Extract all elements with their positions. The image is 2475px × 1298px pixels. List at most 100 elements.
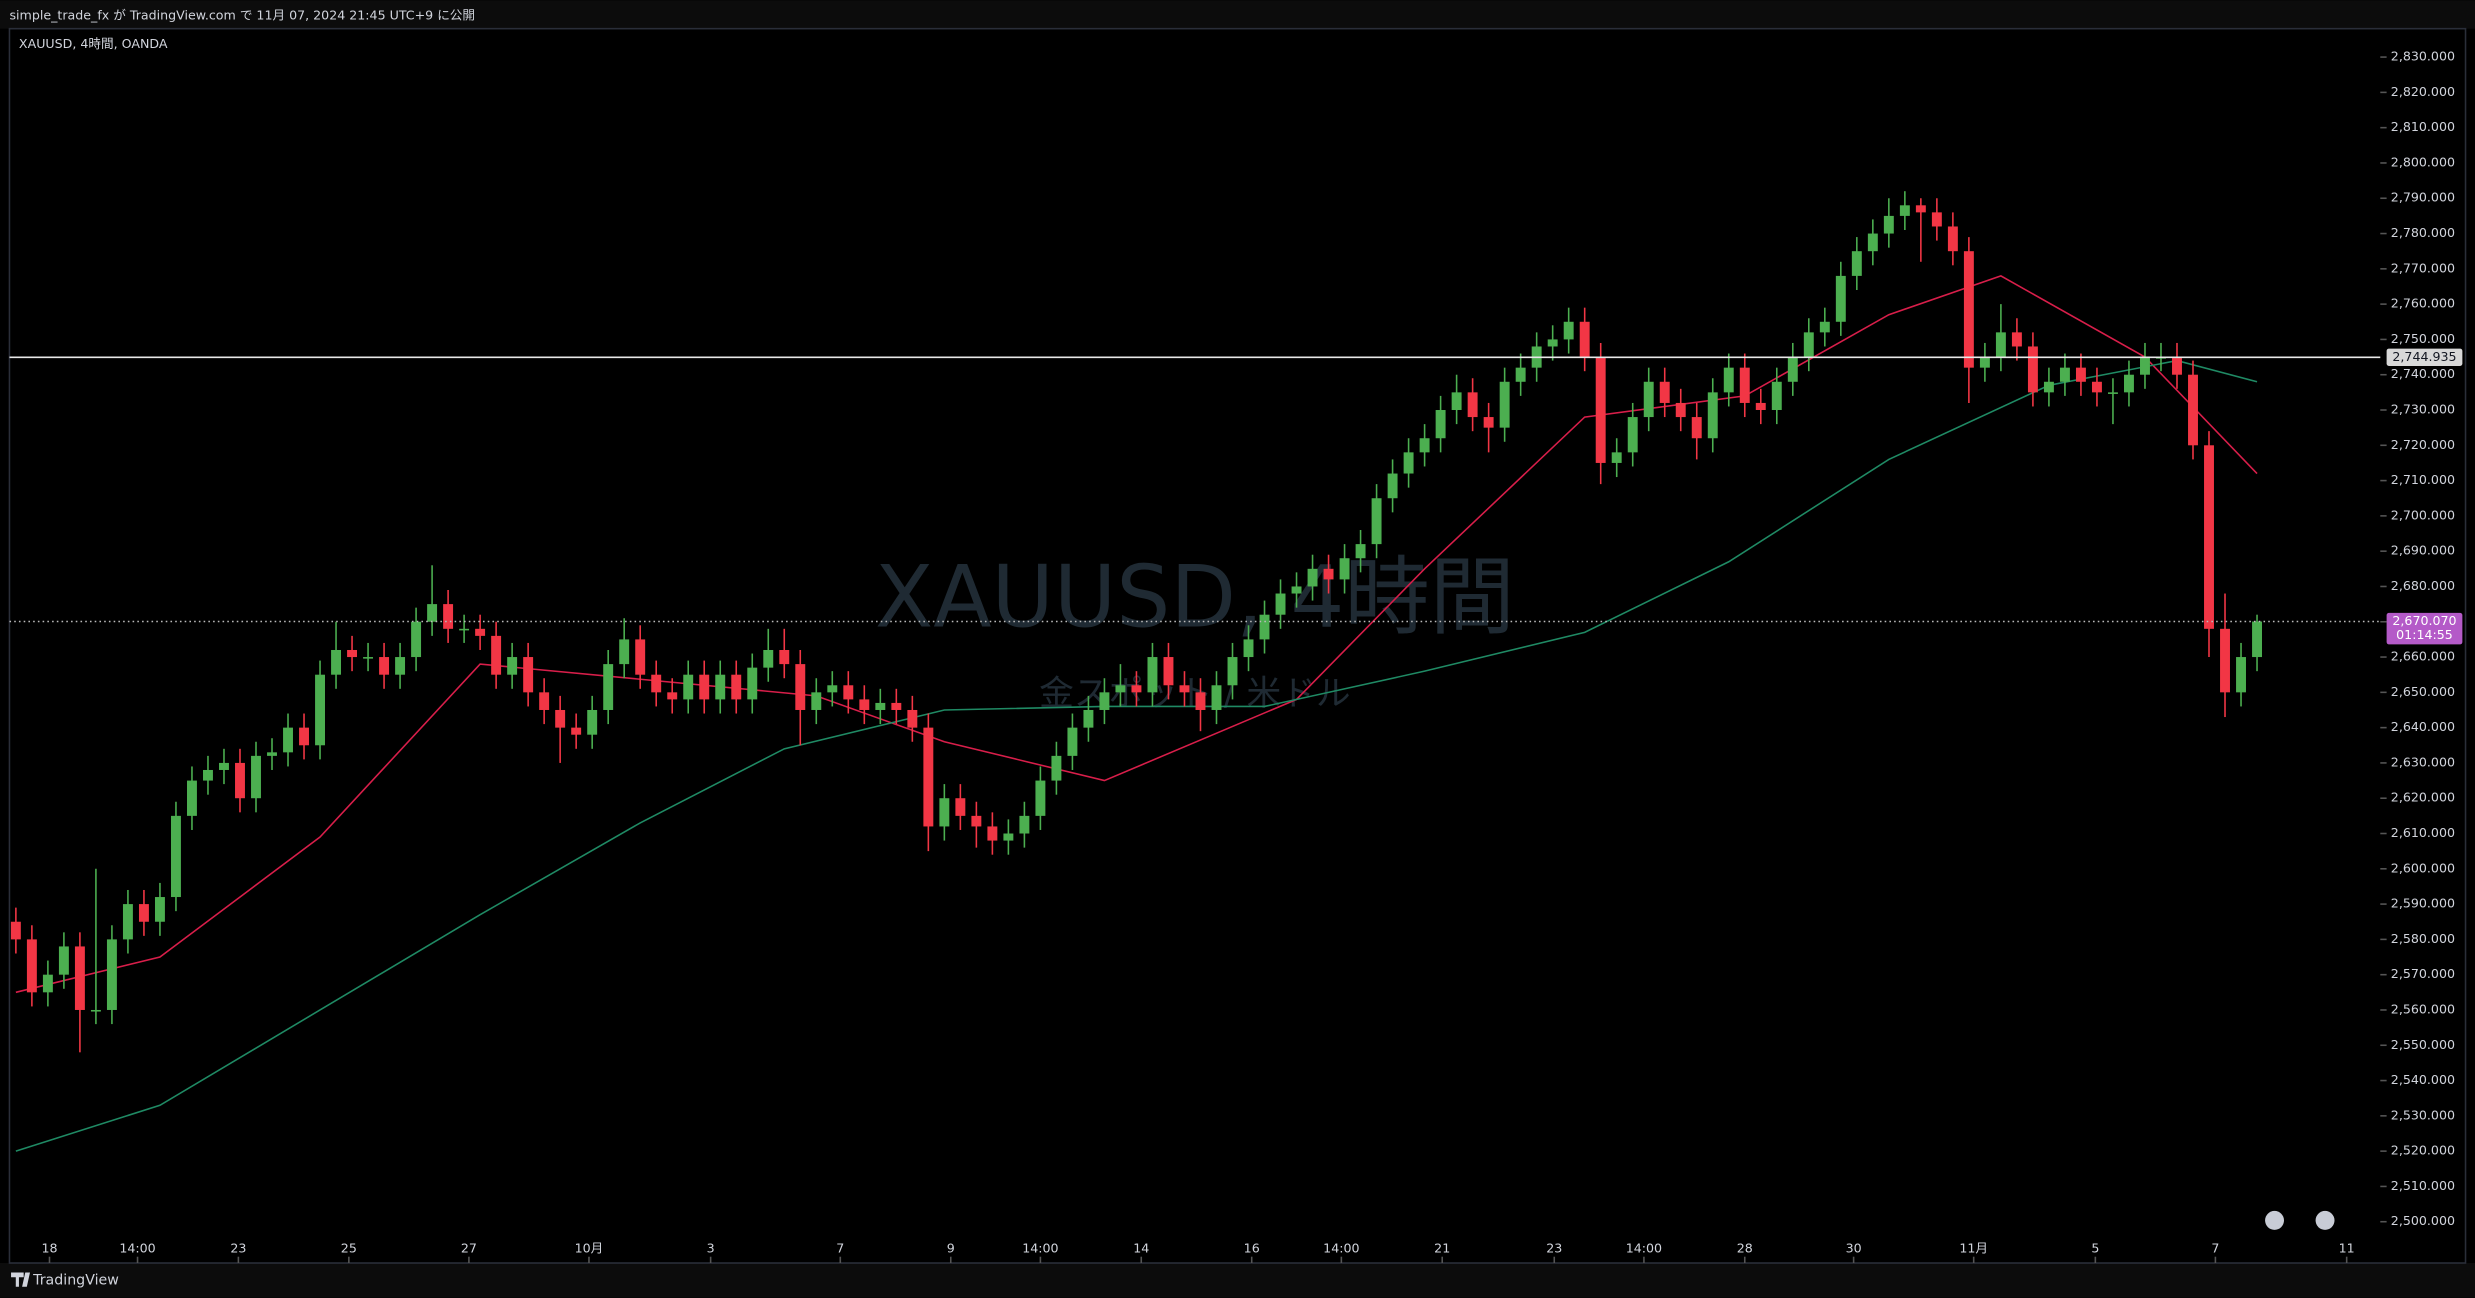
x-tick-label: 7 [836, 1240, 844, 1255]
candle-body [1211, 685, 1222, 710]
candle-body [106, 939, 117, 1010]
candle-body [891, 702, 902, 710]
y-tick-label: 2,620.000 [2391, 790, 2455, 805]
x-tick-label: 27 [461, 1240, 477, 1255]
candle-body [795, 664, 806, 710]
event-icon[interactable] [2265, 1210, 2285, 1230]
candle-body [154, 897, 165, 922]
candle-body [1467, 392, 1478, 418]
candle-body [347, 649, 358, 658]
candle-body [138, 904, 149, 922]
candle-body [443, 604, 454, 629]
y-tick-label: 2,760.000 [2391, 296, 2455, 311]
candle-body [683, 674, 694, 700]
chart-frame [8, 27, 2467, 1264]
candle-body [1083, 709, 1094, 728]
candle-body [1003, 833, 1014, 841]
x-tick-label: 7 [2211, 1240, 2219, 1255]
y-tick-label: 2,830.000 [2391, 49, 2455, 64]
candle-body [1643, 381, 1654, 418]
candle-body [507, 657, 518, 675]
candle-body [2252, 621, 2262, 658]
candle-body [1547, 339, 1558, 347]
plot: 2,500.000 2,510.000 2,520.000 2,530.000 2,54… [9, 49, 2463, 1264]
candle-body [875, 702, 886, 710]
candle-body [715, 674, 726, 700]
candle-body [779, 649, 790, 665]
y-tick-label: 2,590.000 [2391, 896, 2455, 911]
x-tick-label: 9 [947, 1240, 955, 1255]
candle-body [2124, 374, 2134, 393]
chart-title: XAUUSD, 4時間, OANDA [19, 36, 168, 51]
event-icon[interactable] [2315, 1210, 2335, 1230]
candle-body [1035, 780, 1046, 816]
candle-body [1659, 381, 1670, 403]
candle-body [843, 685, 854, 700]
candle-body [1339, 558, 1350, 580]
candle-body [1355, 544, 1366, 559]
candle-body [283, 727, 293, 753]
y-tick-label: 2,740.000 [2391, 366, 2455, 381]
x-tick-label: 28 [1737, 1240, 1753, 1255]
y-tick-label: 2,500.000 [2391, 1213, 2455, 1228]
candle-body [299, 727, 309, 746]
candle-body [1771, 381, 1782, 411]
x-tick-label: 23 [230, 1240, 246, 1255]
watermark-sub: 金スポット / 米ドル [1039, 674, 1351, 714]
y-tick-label: 2,640.000 [2391, 719, 2455, 734]
price-label-box [2386, 348, 2463, 366]
candle-body [1051, 755, 1062, 781]
x-tick-label: 11 [2339, 1240, 2355, 1255]
x-tick-label: 25 [341, 1240, 357, 1255]
candle-body [1611, 452, 1622, 463]
candle-body [1259, 614, 1270, 640]
candle-body [859, 699, 870, 710]
candle-body [2204, 445, 2214, 629]
candle-body [1307, 568, 1318, 587]
candle-body [1115, 685, 1126, 693]
y-tick-label: 2,820.000 [2391, 84, 2455, 99]
candle-body [1627, 417, 1638, 453]
candle-body [363, 657, 374, 659]
candle-body [42, 974, 53, 993]
y-tick-label: 2,730.000 [2391, 402, 2455, 417]
candle-body [1163, 657, 1174, 686]
candle-body [1179, 685, 1190, 693]
candle-body [1835, 275, 1846, 322]
candle-body [635, 639, 646, 675]
candle-body [1595, 357, 1606, 463]
candle-body [1131, 685, 1142, 693]
candle-body [555, 709, 566, 728]
candle-body [1803, 332, 1814, 358]
candle-body [1995, 332, 2006, 358]
candle-body [955, 798, 966, 816]
candle-body [26, 939, 37, 993]
candle-body [122, 904, 133, 940]
brand-logo [11, 1272, 30, 1287]
candle-body [459, 628, 470, 631]
candle-body [1755, 402, 1766, 411]
x-tick-label: 14 [1133, 1240, 1149, 1255]
candle-body [1883, 215, 1894, 234]
candle-body [571, 727, 582, 735]
x-tick-label: 14:00 [119, 1240, 155, 1255]
candle-body [1515, 367, 1526, 382]
x-tick-label: 11月 [1959, 1240, 1988, 1255]
candle-body [1931, 212, 1942, 227]
candle-body [2059, 367, 2070, 382]
footer-bar [0, 1263, 2475, 1298]
candle-body [1819, 321, 1830, 333]
candle-body [1563, 321, 1574, 340]
candle-body [219, 762, 229, 770]
x-tick-label: 23 [1546, 1240, 1562, 1255]
y-tick-label: 2,560.000 [2391, 1001, 2455, 1016]
y-tick-label: 2,710.000 [2391, 472, 2455, 487]
x-tick-label: 5 [2091, 1240, 2099, 1255]
candle-body [1723, 367, 1734, 393]
candle-body [699, 674, 710, 700]
candle-body [10, 921, 21, 940]
candle-body [2091, 381, 2102, 393]
candle-body [2236, 657, 2246, 693]
candle-body [1707, 392, 1718, 439]
candle-body [1451, 392, 1462, 411]
